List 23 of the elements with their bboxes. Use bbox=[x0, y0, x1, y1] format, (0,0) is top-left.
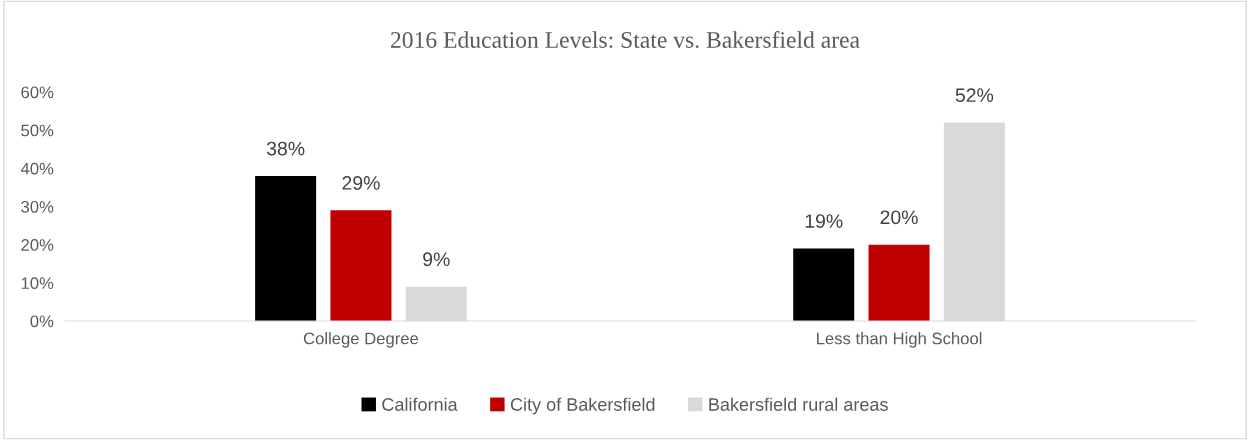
x-tick-label: College Degree bbox=[303, 332, 419, 348]
bar bbox=[868, 244, 930, 321]
legend-label: Bakersfield rural areas bbox=[709, 397, 888, 411]
y-tick-label: 50% bbox=[21, 124, 54, 137]
data-label: 29% bbox=[342, 176, 380, 190]
y-tick-label: 0% bbox=[30, 315, 54, 328]
x-tick-label: Less than High School bbox=[817, 332, 982, 348]
bar bbox=[793, 248, 855, 321]
data-label: 19% bbox=[805, 214, 843, 228]
y-tick-label: 60% bbox=[21, 86, 54, 99]
legend-label: City of Bakersfield bbox=[510, 397, 655, 415]
data-label: 20% bbox=[880, 210, 918, 225]
chart-title: 2016 Education Levels: State vs. Bakersfield area bbox=[390, 31, 860, 49]
bar bbox=[330, 210, 392, 321]
y-tick-label: 40% bbox=[20, 162, 54, 175]
data-label: 9% bbox=[423, 252, 450, 267]
bar bbox=[255, 175, 317, 321]
data-label: 38% bbox=[266, 141, 305, 156]
legend-label: California bbox=[382, 397, 458, 411]
data-label: 52% bbox=[955, 88, 994, 103]
y-tick-label: 10% bbox=[21, 277, 54, 290]
y-tick-label: 20% bbox=[21, 239, 54, 251]
y-tick-label: 30% bbox=[21, 200, 54, 213]
